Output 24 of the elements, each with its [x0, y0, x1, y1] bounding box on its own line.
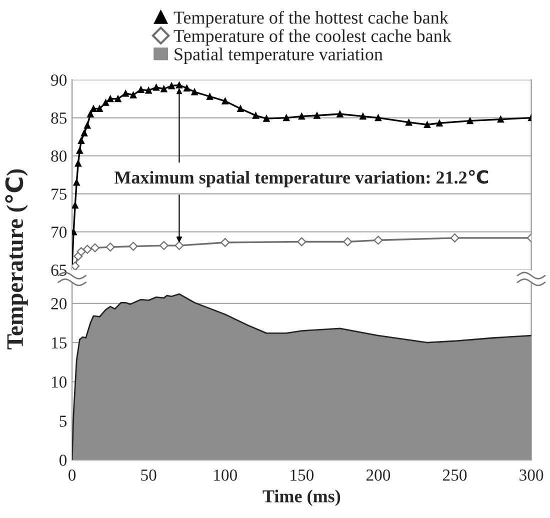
annotation: Maximum spatial temperature variation: 21.2℃ — [114, 170, 488, 188]
x-tick-label: 300 — [520, 469, 544, 481]
x-axis-title: Time (ms) — [262, 490, 340, 506]
y-axis-title: Temperature (℃) — [5, 169, 28, 350]
y-tick-label: 20 — [51, 298, 67, 310]
x-tick-label: 50 — [141, 469, 156, 481]
x-tick-label: 150 — [290, 469, 314, 481]
x-tick-label: 250 — [442, 469, 467, 481]
legend-label: Temperature of the coolest cache bank — [174, 29, 452, 46]
y-tick-label: 5 — [60, 416, 67, 427]
y-tick-label: 0 — [59, 454, 67, 466]
y-tick-label: 90 — [51, 74, 67, 86]
y-tick-label: 15 — [52, 337, 67, 349]
x-tick-label: 200 — [366, 469, 390, 481]
y-tick-label: 10 — [52, 376, 67, 388]
x-tick-label: 0 — [68, 469, 76, 481]
y-tick-label: 75 — [52, 188, 67, 200]
y-tick-label: 70 — [52, 226, 67, 238]
y-tick-label: 65 — [51, 264, 67, 276]
y-tick-label: 85 — [51, 112, 67, 124]
x-tick-label: 100 — [214, 469, 237, 481]
legend-label: Spatial temperature variation — [174, 48, 383, 64]
y-tick-label: 80 — [51, 150, 67, 162]
legend-label: Temperature of the hottest cache bank — [174, 10, 448, 28]
